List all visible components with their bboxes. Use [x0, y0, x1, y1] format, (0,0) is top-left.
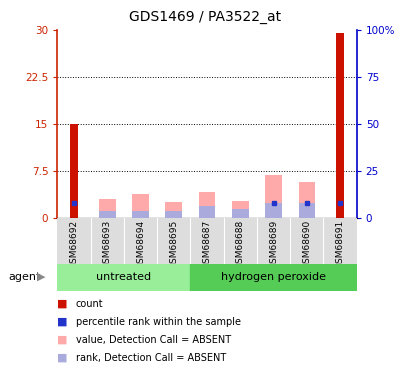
Bar: [57, 264, 190, 291]
Text: GSM68688: GSM68688: [235, 220, 244, 269]
Bar: [298, 182, 315, 218]
Bar: [265, 176, 281, 217]
Text: GSM68690: GSM68690: [301, 220, 310, 269]
Text: count: count: [76, 299, 103, 309]
Text: GSM68694: GSM68694: [136, 220, 145, 269]
Bar: [190, 264, 356, 291]
Bar: [298, 203, 315, 217]
Bar: [198, 206, 215, 218]
Bar: [57, 217, 356, 264]
Text: agent: agent: [8, 272, 40, 282]
Bar: [165, 202, 182, 217]
Text: GSM68692: GSM68692: [70, 220, 79, 269]
Bar: [265, 202, 281, 217]
Text: untreated: untreated: [96, 272, 151, 282]
Text: percentile rank within the sample: percentile rank within the sample: [76, 317, 240, 327]
Text: ■: ■: [57, 353, 68, 363]
Text: rank, Detection Call = ABSENT: rank, Detection Call = ABSENT: [76, 353, 225, 363]
Bar: [335, 33, 344, 218]
Bar: [70, 124, 78, 217]
Text: GSM68693: GSM68693: [103, 220, 112, 269]
Bar: [99, 199, 115, 217]
Text: ▶: ▶: [37, 272, 45, 282]
Text: value, Detection Call = ABSENT: value, Detection Call = ABSENT: [76, 335, 230, 345]
Text: ■: ■: [57, 299, 68, 309]
Text: GDS1469 / PA3522_at: GDS1469 / PA3522_at: [128, 10, 281, 24]
Text: ■: ■: [57, 317, 68, 327]
Text: GSM68689: GSM68689: [268, 220, 277, 269]
Bar: [165, 211, 182, 218]
Bar: [132, 211, 148, 218]
Bar: [132, 194, 148, 217]
Text: GSM68687: GSM68687: [202, 220, 211, 269]
Text: ■: ■: [57, 335, 68, 345]
Bar: [99, 211, 115, 218]
Text: GSM68695: GSM68695: [169, 220, 178, 269]
Bar: [231, 201, 248, 217]
Bar: [198, 192, 215, 217]
Text: hydrogen peroxide: hydrogen peroxide: [220, 272, 325, 282]
Bar: [231, 209, 248, 218]
Text: GSM68691: GSM68691: [335, 220, 344, 269]
